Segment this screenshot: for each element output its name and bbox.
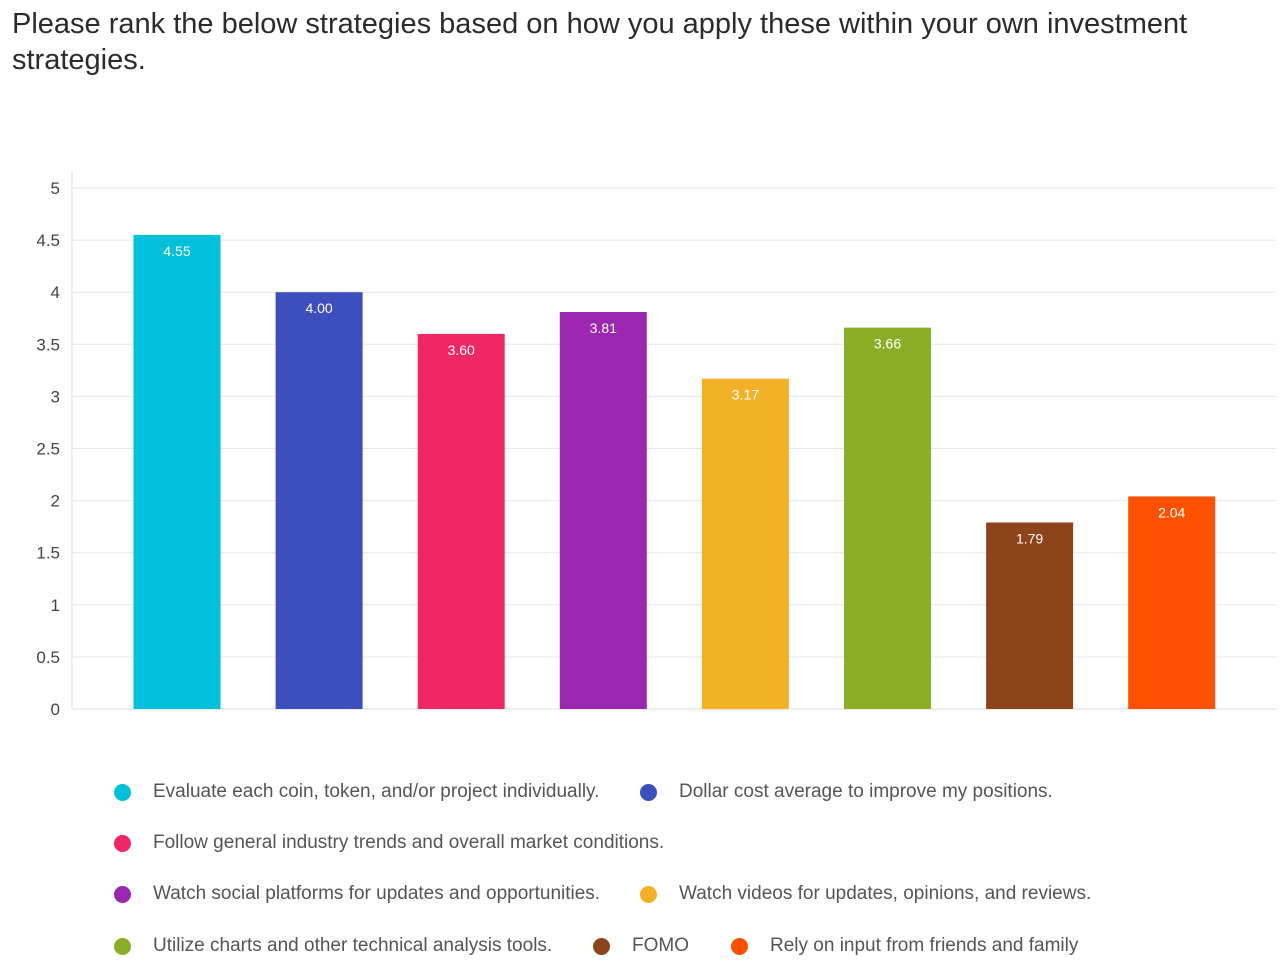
legend-item-friends-family[interactable]: Rely on input from friends and family xyxy=(731,935,1078,957)
legend-marker xyxy=(731,937,748,955)
legend-marker xyxy=(114,885,131,903)
grid-lines xyxy=(72,187,1276,658)
data-labels: 4.55 4.00 3.60 3.81 3.17 3.66 1.79 2.04 xyxy=(163,243,1185,547)
y-tick-label: 1 xyxy=(51,596,60,615)
legend-item-evaluate[interactable]: Evaluate each coin, token, and/or projec… xyxy=(114,781,599,803)
legend-item-dollar-cost-average[interactable]: Dollar cost average to improve my positi… xyxy=(640,781,1053,803)
data-label: 3.17 xyxy=(732,387,759,403)
legend-label: Evaluate each coin, token, and/or projec… xyxy=(153,781,600,802)
data-label: 4.55 xyxy=(163,243,190,259)
data-label: 1.79 xyxy=(1016,530,1043,546)
y-tick-label: 1.5 xyxy=(36,544,60,563)
bar xyxy=(1128,496,1216,709)
legend-item-watch-videos[interactable]: Watch videos for updates, opinions, and … xyxy=(640,883,1091,905)
bar xyxy=(417,333,505,709)
y-tick-label: 2 xyxy=(51,492,60,511)
y-tick-label: 2.5 xyxy=(36,440,60,459)
legend-label: Rely on input from friends and family xyxy=(770,935,1079,956)
bar xyxy=(844,327,931,709)
bars xyxy=(133,234,1216,709)
y-tick-label: 4.5 xyxy=(36,231,60,250)
legend-marker xyxy=(640,885,657,903)
legend-marker xyxy=(114,834,131,852)
legend-item-industry-trends[interactable]: Follow general industry trends and overa… xyxy=(114,832,664,854)
page-title: Please rank the below strategies based o… xyxy=(12,8,1188,76)
y-tick-label: 0 xyxy=(51,700,60,719)
axes xyxy=(71,171,1276,710)
legend-label: Follow general industry trends and overa… xyxy=(153,832,665,853)
bar xyxy=(133,234,221,709)
legend-label: Utilize charts and other technical analy… xyxy=(153,935,553,956)
data-label: 2.04 xyxy=(1158,504,1185,520)
y-tick-label: 5 xyxy=(51,179,60,198)
legend-label: Watch videos for updates, opinions, and … xyxy=(679,883,1092,904)
bar xyxy=(275,292,363,709)
y-tick-label: 3.5 xyxy=(36,335,60,354)
legend-marker xyxy=(593,937,610,955)
data-label: 4.00 xyxy=(305,300,332,316)
y-tick-label: 4 xyxy=(51,283,60,302)
data-label: 3.81 xyxy=(590,320,617,336)
data-label: 3.66 xyxy=(874,336,901,352)
legend-label: Dollar cost average to improve my positi… xyxy=(679,781,1053,802)
legend-label: Watch social platforms for updates and o… xyxy=(153,883,601,904)
legend-item-technical-analysis[interactable]: Utilize charts and other technical analy… xyxy=(114,935,552,957)
bar xyxy=(986,522,1074,709)
data-label: 3.60 xyxy=(448,342,475,358)
bar xyxy=(559,311,647,709)
legend-item-fomo[interactable]: FOMO xyxy=(593,935,689,957)
legend-item-social-platforms[interactable]: Watch social platforms for updates and o… xyxy=(114,883,600,905)
legend-marker xyxy=(114,783,131,801)
y-tick-label: 3 xyxy=(51,387,60,406)
y-tick-label: 0.5 xyxy=(36,648,60,667)
legend-marker xyxy=(640,783,657,801)
legend-marker xyxy=(114,937,131,955)
bar xyxy=(701,378,789,709)
y-axis-tick-labels: 0 0.5 1 1.5 2 2.5 3 3.5 4 4.5 5 xyxy=(36,179,60,719)
legend-label: FOMO xyxy=(632,935,689,956)
